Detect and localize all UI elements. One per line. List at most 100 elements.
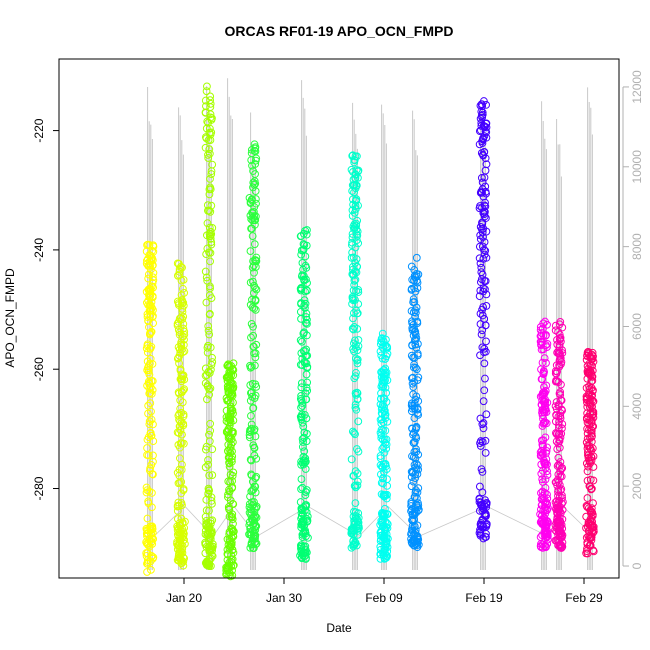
- data-point: [225, 381, 234, 390]
- data-point: [539, 319, 548, 328]
- data-point: [251, 212, 260, 221]
- data-point: [353, 517, 362, 525]
- data-point: [558, 542, 567, 551]
- data-point: [347, 253, 356, 262]
- data-point: [178, 519, 187, 528]
- data-point: [407, 407, 416, 416]
- data-point: [297, 383, 306, 392]
- data-point: [206, 130, 215, 139]
- data-point: [178, 304, 187, 313]
- data-point: [248, 515, 257, 524]
- data-point: [149, 420, 157, 429]
- data-point: [149, 247, 158, 256]
- data-point: [227, 457, 236, 466]
- data-point: [586, 541, 595, 550]
- data-point: [480, 132, 489, 141]
- data-point: [202, 560, 211, 568]
- data-point: [412, 269, 421, 278]
- data-point: [408, 539, 417, 548]
- data-point: [142, 524, 151, 533]
- data-point: [226, 398, 235, 407]
- data-point: [348, 151, 357, 160]
- data-point: [228, 429, 237, 438]
- data-point: [147, 298, 156, 307]
- data-point: [476, 259, 485, 268]
- data-point: [179, 421, 188, 430]
- data-point: [297, 512, 306, 521]
- data-point: [379, 394, 388, 402]
- data-point: [537, 540, 545, 548]
- data-point: [583, 448, 592, 457]
- data-point: [177, 478, 186, 486]
- data-point: [479, 424, 488, 433]
- data-point: [245, 194, 254, 202]
- data-point: [349, 200, 358, 209]
- data-point: [205, 385, 214, 394]
- data-point: [412, 434, 421, 443]
- data-point: [145, 370, 154, 379]
- data-point: [144, 274, 153, 283]
- data-point: [228, 555, 237, 564]
- data-point: [555, 533, 564, 541]
- data-point: [349, 309, 358, 317]
- data-point: [353, 309, 362, 318]
- data-point: [408, 468, 417, 477]
- data-point: [202, 273, 211, 282]
- data-point: [378, 329, 387, 338]
- data-point: [203, 219, 212, 228]
- data-point: [205, 369, 214, 377]
- data-point: [380, 378, 388, 387]
- data-point: [556, 467, 565, 476]
- data-point: [226, 368, 235, 376]
- data-point: [207, 116, 216, 124]
- data-point: [482, 128, 491, 137]
- data-point: [552, 437, 561, 446]
- data-point: [413, 541, 421, 550]
- data-point: [177, 370, 186, 379]
- data-point: [149, 269, 158, 277]
- data-point: [351, 170, 360, 179]
- data-point: [476, 530, 485, 539]
- data-point: [174, 325, 183, 334]
- data-point: [352, 390, 360, 399]
- data-point: [588, 354, 596, 363]
- data-point: [249, 485, 258, 494]
- data-point: [589, 499, 597, 508]
- data-point: [205, 390, 214, 399]
- data-point: [482, 133, 491, 142]
- data-point: [347, 165, 356, 174]
- data-point: [408, 424, 416, 433]
- y2-tick-label: 4000: [630, 393, 644, 420]
- data-point: [410, 336, 419, 345]
- data-point: [251, 531, 260, 540]
- data-point: [382, 518, 391, 527]
- data-point: [245, 428, 254, 436]
- data-point: [475, 242, 484, 251]
- data-point: [377, 516, 386, 525]
- data-point: [299, 422, 308, 431]
- data-point: [413, 533, 422, 542]
- data-point: [201, 143, 210, 152]
- data-point: [224, 503, 233, 511]
- data-point: [540, 383, 548, 391]
- data-point: [410, 284, 419, 292]
- data-point: [407, 528, 416, 537]
- data-point: [252, 513, 261, 522]
- data-point: [383, 551, 391, 560]
- data-point: [204, 154, 213, 162]
- data-point: [205, 486, 213, 495]
- data-point: [538, 531, 547, 540]
- data-point: [147, 431, 156, 440]
- data-point: [296, 336, 305, 345]
- data-point: [539, 442, 547, 451]
- data-point: [147, 415, 156, 424]
- data-point: [478, 488, 487, 497]
- data-point: [378, 445, 387, 453]
- data-point: [377, 409, 386, 417]
- data-point: [148, 386, 157, 394]
- data-point: [251, 284, 259, 292]
- data-point: [142, 483, 151, 492]
- data-point: [299, 438, 307, 446]
- data-point: [146, 429, 155, 437]
- data-point: [480, 386, 489, 395]
